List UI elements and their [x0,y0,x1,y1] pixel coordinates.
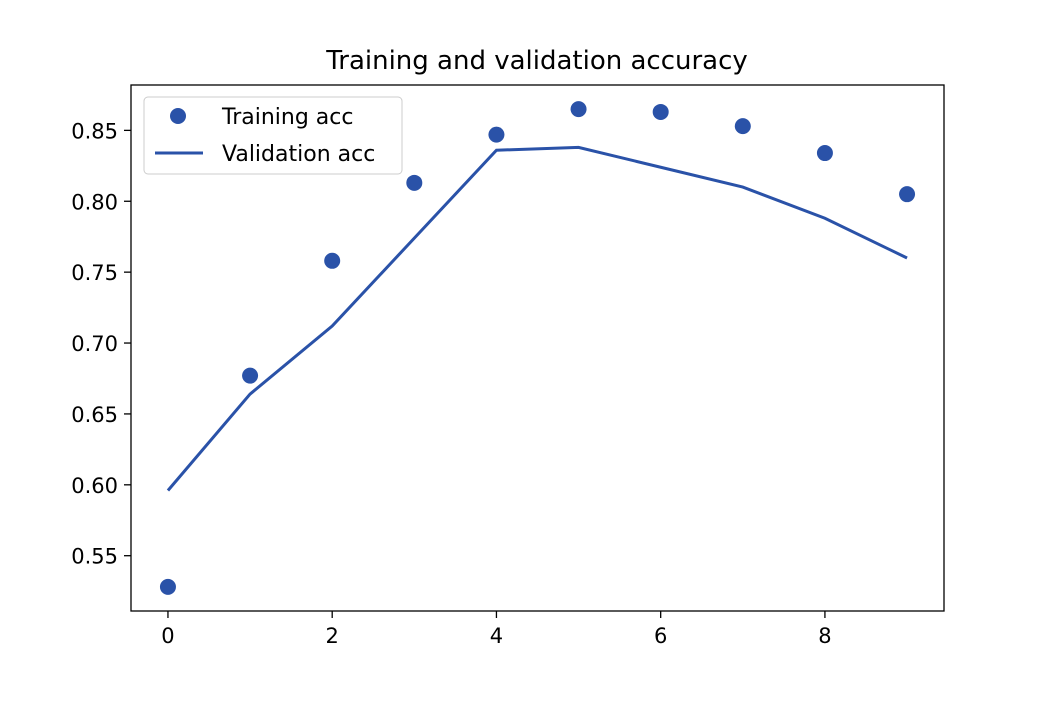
chart-title: Training and validation accuracy [325,46,748,76]
y-tick-label: 0.70 [71,332,118,356]
y-tick-label: 0.55 [71,545,118,569]
plot-frame [130,84,945,612]
validation-acc-line [166,145,908,492]
legend-label-training: Training acc [221,105,353,130]
training-acc-point [406,174,423,191]
x-tick-label: 8 [818,624,831,648]
legend-box [143,96,403,175]
y-tick-label: 0.60 [71,474,118,498]
legend: Training acc Validation acc [143,96,403,175]
y-tick-label: 0.80 [71,190,118,214]
x-tick-label: 4 [490,624,503,648]
legend-marker-training [170,108,186,124]
legend-label-validation: Validation acc [222,142,375,167]
training-acc-point [570,101,587,118]
y-tick-label: 0.85 [71,119,118,143]
y-tick-label: 0.65 [71,403,118,427]
training-acc-point [242,367,259,384]
y-tick-label: 0.75 [71,261,118,285]
x-tick-label: 6 [654,624,667,648]
x-tick-label: 2 [326,624,339,648]
training-acc-point [816,145,833,162]
training-acc-point [324,252,341,269]
training-acc-point [652,103,669,120]
training-acc-point [488,126,505,143]
x-tick-label: 0 [161,624,174,648]
training-acc-point [734,118,751,135]
training-acc-point [899,186,916,203]
training-acc-point [159,578,176,595]
